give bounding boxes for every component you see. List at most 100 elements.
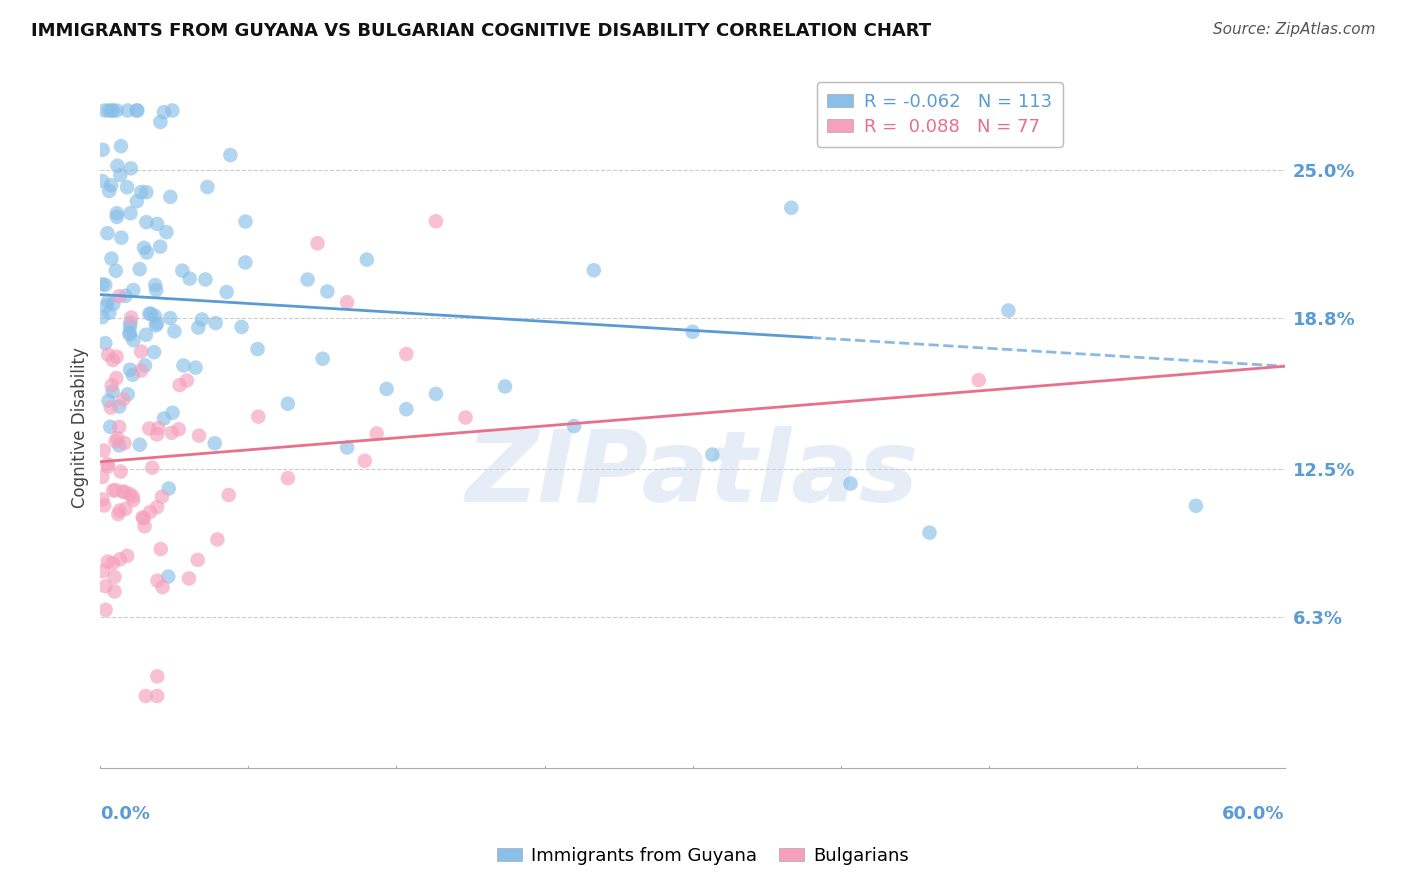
- Point: [702, 448, 724, 462]
- Point: [104, 483, 127, 497]
- Point: [233, 255, 256, 269]
- Point: [101, 384, 124, 399]
- Point: [134, 519, 156, 533]
- Point: [353, 454, 375, 468]
- Point: [104, 263, 127, 277]
- Point: [121, 368, 143, 382]
- Point: [187, 320, 209, 334]
- Point: [122, 283, 145, 297]
- Point: [120, 161, 142, 176]
- Point: [101, 353, 124, 368]
- Point: [135, 689, 157, 703]
- Point: [105, 210, 128, 224]
- Point: [316, 285, 339, 299]
- Point: [188, 428, 211, 442]
- Point: [110, 465, 132, 479]
- Point: [101, 103, 124, 118]
- Point: [108, 400, 131, 414]
- Point: [110, 168, 132, 182]
- Point: [839, 476, 862, 491]
- Point: [218, 488, 240, 502]
- Point: [91, 310, 114, 325]
- Point: [159, 190, 181, 204]
- Point: [96, 226, 118, 240]
- Point: [157, 482, 180, 496]
- Point: [114, 484, 136, 499]
- Point: [148, 421, 170, 435]
- Point: [114, 289, 136, 303]
- Point: [146, 217, 169, 231]
- Point: [97, 393, 120, 408]
- Point: [103, 584, 125, 599]
- Point: [780, 201, 803, 215]
- Point: [120, 206, 142, 220]
- Point: [127, 103, 149, 118]
- Point: [132, 241, 155, 255]
- Text: 60.0%: 60.0%: [1222, 805, 1285, 823]
- Point: [101, 483, 124, 498]
- Point: [167, 422, 190, 436]
- Point: [101, 556, 124, 570]
- Point: [118, 327, 141, 342]
- Point: [152, 580, 174, 594]
- Point: [179, 271, 201, 285]
- Point: [120, 310, 142, 325]
- Text: IMMIGRANTS FROM GUYANA VS BULGARIAN COGNITIVE DISABILITY CORRELATION CHART: IMMIGRANTS FROM GUYANA VS BULGARIAN COGN…: [31, 22, 931, 40]
- Point: [100, 401, 122, 415]
- Point: [297, 272, 319, 286]
- Point: [115, 180, 138, 194]
- Point: [96, 299, 118, 313]
- Point: [91, 143, 114, 157]
- Point: [311, 351, 333, 366]
- Point: [356, 252, 378, 267]
- Point: [118, 487, 141, 501]
- Point: [94, 579, 117, 593]
- Point: [159, 311, 181, 326]
- Point: [146, 669, 169, 683]
- Point: [246, 342, 269, 356]
- Point: [150, 490, 173, 504]
- Point: [146, 500, 169, 514]
- Point: [120, 316, 142, 330]
- Point: [143, 345, 166, 359]
- Point: [395, 402, 418, 417]
- Point: [172, 263, 194, 277]
- Point: [157, 569, 180, 583]
- Point: [682, 325, 704, 339]
- Point: [100, 252, 122, 266]
- Point: [129, 185, 152, 199]
- Legend: Immigrants from Guyana, Bulgarians: Immigrants from Guyana, Bulgarians: [489, 840, 917, 872]
- Point: [155, 225, 177, 239]
- Point: [153, 105, 176, 120]
- Point: [307, 236, 329, 251]
- Point: [204, 436, 226, 450]
- Point: [204, 316, 226, 330]
- Point: [138, 307, 160, 321]
- Text: Source: ZipAtlas.com: Source: ZipAtlas.com: [1212, 22, 1375, 37]
- Point: [143, 278, 166, 293]
- Point: [105, 103, 128, 118]
- Point: [108, 420, 131, 434]
- Point: [120, 362, 142, 376]
- Text: 0.0%: 0.0%: [100, 805, 150, 823]
- Point: [128, 262, 150, 277]
- Point: [97, 555, 120, 569]
- Point: [118, 326, 141, 340]
- Point: [94, 277, 117, 292]
- Point: [146, 317, 169, 331]
- Point: [100, 103, 122, 118]
- Point: [149, 115, 172, 129]
- Point: [146, 689, 169, 703]
- Point: [117, 387, 139, 401]
- Point: [277, 397, 299, 411]
- Point: [129, 344, 152, 359]
- Point: [277, 471, 299, 485]
- Point: [918, 525, 941, 540]
- Point: [141, 460, 163, 475]
- Point: [231, 320, 253, 334]
- Point: [375, 382, 398, 396]
- Point: [163, 324, 186, 338]
- Point: [336, 295, 359, 310]
- Point: [247, 409, 270, 424]
- Point: [118, 319, 141, 334]
